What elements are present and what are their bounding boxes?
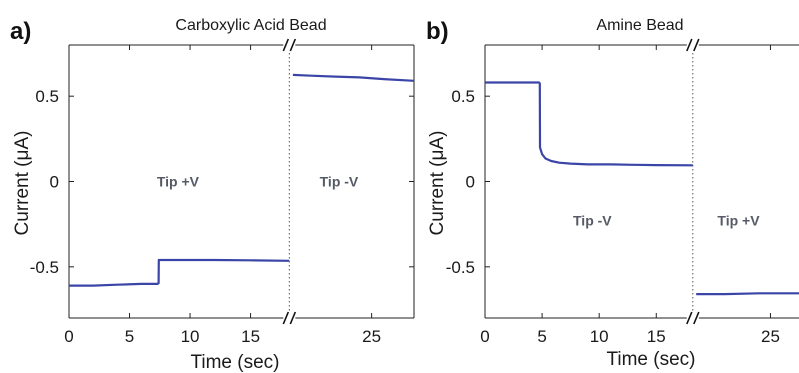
break-slash bbox=[289, 38, 297, 52]
panel-a-xlabel: Time (sec) bbox=[190, 352, 279, 373]
panel-a-xtick-label: 15 bbox=[241, 327, 260, 346]
panel-a-series-segment-1 bbox=[69, 282, 159, 287]
panel-b-label: b) bbox=[426, 18, 449, 45]
panel-b-ytick-label: -0.5 bbox=[446, 258, 475, 277]
panel-a-break-mark-top bbox=[282, 38, 297, 52]
panel-a-xtick-label: 25 bbox=[362, 327, 381, 346]
panel-b-series-segment-3 bbox=[696, 292, 799, 296]
panel-a-break-mark-bottom bbox=[282, 311, 297, 325]
panel-b-title: Amine Bead bbox=[596, 17, 683, 34]
break-slash bbox=[693, 311, 700, 325]
panel-b-xtick-label: 10 bbox=[590, 327, 609, 346]
panel-a-plot-area: 0 5 10 15 25 0.5 0 -0.5 Tip +V Tip -V bbox=[30, 38, 415, 346]
panel-a-ytick-label: 0.5 bbox=[35, 87, 59, 106]
panel-a-ylabel: Current (μA) bbox=[12, 131, 33, 236]
break-slash bbox=[686, 38, 693, 52]
panel-a-xtick-label: 10 bbox=[181, 327, 200, 346]
panel-a-ytick-label: 0 bbox=[50, 173, 59, 192]
panel-b-series-segment-2 bbox=[538, 82, 693, 167]
panel-b-xtick-label: 25 bbox=[761, 327, 780, 346]
break-slash bbox=[289, 311, 297, 325]
panel-b-plot-area: 0 5 10 15 25 0.5 0 -0.5 Tip -V Tip +V bbox=[446, 38, 799, 346]
panel-a-region-label: Tip +V bbox=[157, 174, 200, 190]
panel-a-title: Carboxylic Acid Bead bbox=[175, 17, 326, 34]
panel-b-break-mark-top bbox=[686, 38, 700, 52]
panel-b-ytick-label: 0.5 bbox=[451, 87, 475, 106]
break-slash bbox=[282, 311, 290, 325]
break-slash bbox=[282, 38, 290, 52]
panel-b-region-label: Tip +V bbox=[717, 213, 760, 229]
panel-b: b) Amine Bead Time (sec) Current (μA) 0 5… bbox=[426, 17, 799, 370]
panel-a: a) Carboxylic Acid Bead Time (sec) Curre… bbox=[10, 17, 415, 373]
break-slash bbox=[686, 311, 693, 325]
panel-b-xtick-label: 5 bbox=[537, 327, 546, 346]
panel-a-ytick-label: -0.5 bbox=[30, 258, 59, 277]
panel-a-xtick-label: 5 bbox=[125, 327, 134, 346]
panel-a-series-segment-2 bbox=[157, 258, 290, 284]
panel-a-xtick-label: 0 bbox=[64, 327, 73, 346]
panel-b-ylabel: Current (μA) bbox=[427, 131, 448, 236]
panel-b-xtick-label: 15 bbox=[647, 327, 666, 346]
panel-a-region-label: Tip -V bbox=[320, 174, 359, 190]
panel-b-break-mark-bottom bbox=[686, 311, 700, 325]
break-slash bbox=[693, 38, 700, 52]
panel-b-region-label: Tip -V bbox=[573, 213, 612, 229]
panel-b-xtick-label: 0 bbox=[480, 327, 489, 346]
panel-b-ytick-label: 0 bbox=[466, 173, 475, 192]
panel-a-label: a) bbox=[10, 18, 31, 45]
panel-b-xlabel: Time (sec) bbox=[606, 349, 695, 370]
panel-a-series-segment-3 bbox=[292, 73, 415, 82]
